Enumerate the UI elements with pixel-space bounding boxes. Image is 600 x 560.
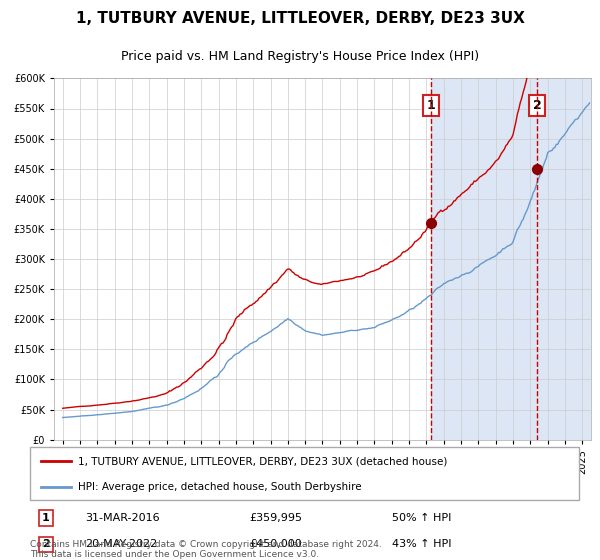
Text: Contains HM Land Registry data © Crown copyright and database right 2024.
This d: Contains HM Land Registry data © Crown c…: [30, 540, 382, 559]
Text: Price paid vs. HM Land Registry's House Price Index (HPI): Price paid vs. HM Land Registry's House …: [121, 50, 479, 63]
Text: HPI: Average price, detached house, South Derbyshire: HPI: Average price, detached house, Sout…: [79, 482, 362, 492]
Bar: [431, 78, 591, 440]
Text: £359,995: £359,995: [250, 513, 302, 523]
Text: 2: 2: [42, 539, 50, 549]
FancyBboxPatch shape: [30, 447, 579, 500]
Text: 1: 1: [427, 99, 435, 112]
Text: 2: 2: [533, 99, 541, 112]
Text: 43% ↑ HPI: 43% ↑ HPI: [392, 539, 452, 549]
Text: 1, TUTBURY AVENUE, LITTLEOVER, DERBY, DE23 3UX (detached house): 1, TUTBURY AVENUE, LITTLEOVER, DERBY, DE…: [79, 456, 448, 466]
Text: £450,000: £450,000: [250, 539, 302, 549]
Text: 31-MAR-2016: 31-MAR-2016: [85, 513, 160, 523]
Text: 20-MAY-2022: 20-MAY-2022: [85, 539, 157, 549]
Text: 1, TUTBURY AVENUE, LITTLEOVER, DERBY, DE23 3UX: 1, TUTBURY AVENUE, LITTLEOVER, DERBY, DE…: [76, 11, 524, 26]
Text: 1: 1: [42, 513, 50, 523]
Text: 50% ↑ HPI: 50% ↑ HPI: [392, 513, 452, 523]
